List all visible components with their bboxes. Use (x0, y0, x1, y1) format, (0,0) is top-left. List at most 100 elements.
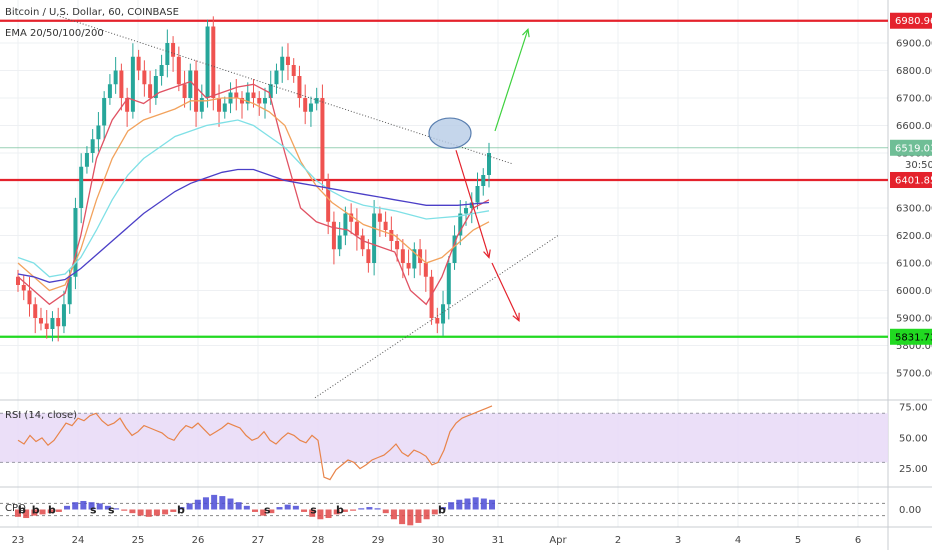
price-plot-area (0, 15, 888, 399)
y-tick-label: 6100.00 (896, 259, 932, 270)
candle-body (50, 318, 55, 329)
candle (285, 43, 290, 81)
cpo-bar (96, 503, 103, 510)
candle-body (251, 92, 256, 98)
cpo-bar (333, 509, 340, 515)
ema-legend: EMA 20/50/100/200 (5, 28, 104, 39)
x-tick-label: 31 (492, 535, 505, 546)
x-axis: 23 24 25 26 27 28 29 30 31 Apr 2 3 4 5 6 (12, 535, 862, 546)
candle (372, 200, 377, 276)
candle-body (331, 221, 336, 250)
cpo-bar (341, 509, 348, 512)
candle (188, 63, 193, 111)
cpo-bar (121, 509, 128, 511)
candle (61, 290, 66, 334)
candle (21, 274, 26, 301)
candle-body (107, 84, 112, 98)
candle-body (245, 92, 250, 104)
candle (326, 173, 331, 235)
candle (27, 277, 32, 317)
candle (182, 70, 187, 108)
cpo-bar (252, 509, 258, 512)
candle-body (16, 276, 20, 285)
x-tick-label: 24 (72, 535, 85, 546)
price-label-text: 6401.85 (895, 175, 932, 186)
candle (136, 49, 141, 81)
highlight-ellipse (428, 117, 472, 149)
rsi-panel: 25.00 50.00 75.00 (0, 403, 932, 488)
cpo-bar (366, 507, 373, 510)
candle-body (240, 98, 245, 104)
candle (274, 63, 279, 94)
candle-body (285, 56, 290, 65)
y-tick-label: 5900.00 (896, 314, 932, 325)
candle-body (27, 290, 32, 305)
candle (79, 153, 84, 224)
y-tick-label: 6000.00 (896, 286, 932, 297)
candle-body (349, 213, 354, 222)
candle-body (119, 70, 124, 98)
candle (171, 36, 176, 72)
cpo-signal-marker: b (438, 504, 446, 517)
cpo-bar (162, 509, 169, 515)
y-tick-label: 6900.00 (896, 39, 932, 50)
price-label-box (890, 171, 932, 188)
cpo-bar (39, 509, 46, 515)
candle-body (176, 56, 181, 85)
x-tick-label: 27 (252, 535, 265, 546)
cpo-signal-marker: b (32, 504, 40, 517)
cpo-bar (382, 509, 389, 514)
candle-body (464, 208, 469, 214)
arrow-shaft (455, 150, 490, 258)
cpo-bar (235, 502, 242, 510)
price-label: 6519.03 (890, 139, 932, 156)
candle-body (337, 235, 342, 250)
x-tick-label: 2 (615, 535, 621, 546)
x-tick-label: 29 (372, 535, 385, 546)
candle (119, 63, 124, 111)
y-tick-label: 5800.00 (896, 341, 932, 352)
candle-body (148, 84, 153, 98)
cpo-bar (390, 509, 397, 520)
candle-body (458, 213, 463, 236)
cpo-signal-marker: b (336, 504, 344, 517)
cpo-bar (317, 509, 324, 520)
cpo-bar (129, 509, 136, 514)
candle (205, 19, 210, 108)
candle-body (452, 235, 457, 263)
ema-line (17, 119, 490, 278)
candle (90, 129, 95, 163)
candle-body (61, 304, 66, 327)
cpo-bar (472, 497, 479, 510)
candle (257, 91, 262, 116)
candle (194, 60, 199, 127)
y-tick-label: 5700.00 (896, 369, 932, 380)
candle (291, 58, 296, 83)
candle (435, 307, 440, 334)
candle-body (412, 249, 417, 269)
candle (148, 70, 153, 114)
cpo-bar (137, 509, 144, 516)
candle (320, 84, 325, 191)
candle-body (303, 98, 308, 112)
projection-arrow (455, 150, 491, 259)
candle (165, 29, 170, 78)
candle (38, 307, 43, 331)
cpo-signal-marker: b (177, 504, 185, 517)
candle-body (165, 43, 170, 65)
cpo-signal-marker: s (310, 504, 317, 517)
candle (50, 311, 55, 342)
x-tick-label: 3 (675, 535, 681, 546)
cpo-bar (423, 509, 430, 520)
candle-body (96, 125, 101, 140)
cpo-bar (489, 499, 495, 510)
cpo-bar (260, 509, 267, 516)
y-tick-label: 6200.00 (896, 231, 932, 242)
candle-body (125, 98, 130, 112)
candle (240, 91, 245, 119)
candle-body (79, 166, 84, 208)
cpo-bar (88, 502, 95, 510)
candle-body (326, 180, 331, 222)
candle (217, 84, 222, 127)
